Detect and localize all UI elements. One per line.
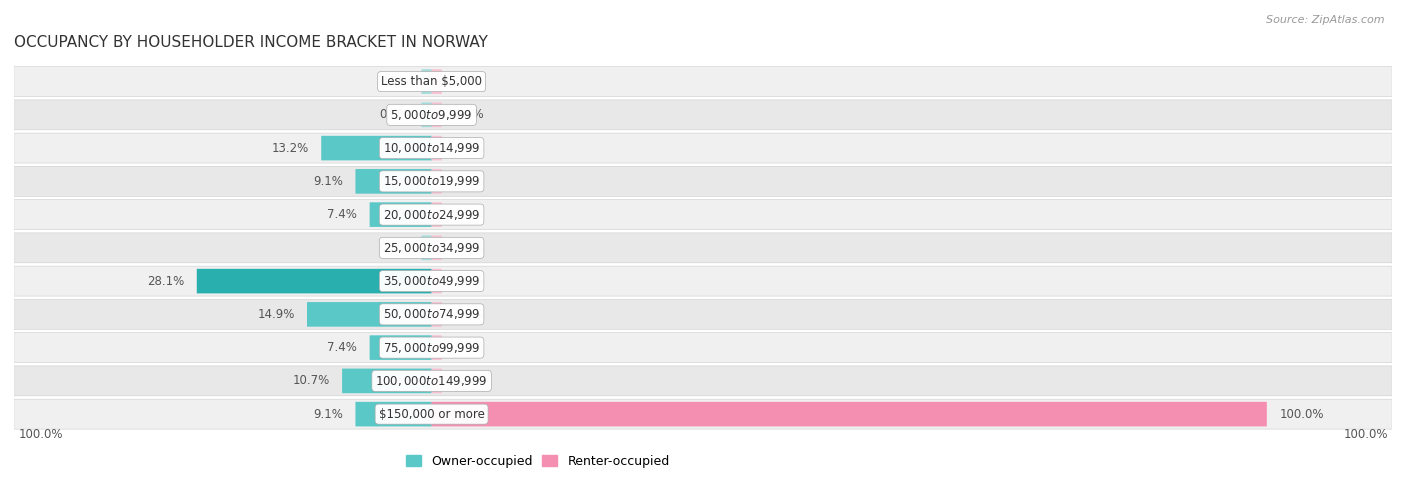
Text: 0.0%: 0.0% [380,242,409,254]
Text: 0.0%: 0.0% [454,141,484,155]
Text: $25,000 to $34,999: $25,000 to $34,999 [382,241,481,255]
FancyBboxPatch shape [14,67,1392,97]
Text: 7.4%: 7.4% [328,341,357,354]
FancyBboxPatch shape [342,368,432,393]
Text: 0.0%: 0.0% [454,75,484,88]
FancyBboxPatch shape [432,236,441,260]
FancyBboxPatch shape [432,368,441,393]
Text: $75,000 to $99,999: $75,000 to $99,999 [382,341,481,355]
Text: 0.0%: 0.0% [454,242,484,254]
FancyBboxPatch shape [14,133,1392,163]
Text: 7.4%: 7.4% [328,208,357,221]
Text: 14.9%: 14.9% [257,308,295,321]
FancyBboxPatch shape [432,335,441,360]
FancyBboxPatch shape [432,269,441,294]
Text: $100,000 to $149,999: $100,000 to $149,999 [375,374,488,388]
FancyBboxPatch shape [14,266,1392,296]
Text: $35,000 to $49,999: $35,000 to $49,999 [382,274,481,288]
FancyBboxPatch shape [321,136,432,160]
Text: 9.1%: 9.1% [314,175,343,188]
Text: 10.7%: 10.7% [292,374,330,387]
Text: $15,000 to $19,999: $15,000 to $19,999 [382,174,481,189]
Text: $50,000 to $74,999: $50,000 to $74,999 [382,307,481,321]
Text: 100.0%: 100.0% [1343,428,1388,441]
Text: 0.0%: 0.0% [454,374,484,387]
FancyBboxPatch shape [14,166,1392,196]
Text: 0.0%: 0.0% [454,175,484,188]
FancyBboxPatch shape [432,136,441,160]
FancyBboxPatch shape [14,332,1392,363]
Text: OCCUPANCY BY HOUSEHOLDER INCOME BRACKET IN NORWAY: OCCUPANCY BY HOUSEHOLDER INCOME BRACKET … [14,35,488,50]
FancyBboxPatch shape [14,299,1392,330]
Text: 100.0%: 100.0% [1279,408,1323,420]
FancyBboxPatch shape [432,302,441,327]
Text: 0.0%: 0.0% [454,275,484,288]
Text: 13.2%: 13.2% [271,141,309,155]
FancyBboxPatch shape [14,399,1392,429]
Text: $10,000 to $14,999: $10,000 to $14,999 [382,141,481,155]
FancyBboxPatch shape [14,100,1392,130]
Text: 9.1%: 9.1% [314,408,343,420]
FancyBboxPatch shape [422,236,432,260]
Text: 0.0%: 0.0% [380,75,409,88]
FancyBboxPatch shape [14,200,1392,229]
FancyBboxPatch shape [356,402,432,426]
FancyBboxPatch shape [14,233,1392,263]
Text: Less than $5,000: Less than $5,000 [381,75,482,88]
Text: 28.1%: 28.1% [148,275,184,288]
FancyBboxPatch shape [432,402,1267,426]
FancyBboxPatch shape [356,169,432,193]
FancyBboxPatch shape [432,169,441,193]
FancyBboxPatch shape [432,202,441,227]
Text: 0.0%: 0.0% [454,308,484,321]
Text: 0.0%: 0.0% [454,208,484,221]
Text: $20,000 to $24,999: $20,000 to $24,999 [382,208,481,222]
FancyBboxPatch shape [432,69,441,94]
Legend: Owner-occupied, Renter-occupied: Owner-occupied, Renter-occupied [401,450,675,473]
Text: $150,000 or more: $150,000 or more [378,408,485,420]
FancyBboxPatch shape [370,335,432,360]
FancyBboxPatch shape [307,302,432,327]
Text: 100.0%: 100.0% [18,428,63,441]
Text: 0.0%: 0.0% [454,341,484,354]
Text: 0.0%: 0.0% [454,108,484,122]
FancyBboxPatch shape [422,103,432,127]
FancyBboxPatch shape [432,103,441,127]
Text: $5,000 to $9,999: $5,000 to $9,999 [391,108,472,122]
FancyBboxPatch shape [370,202,432,227]
FancyBboxPatch shape [422,69,432,94]
FancyBboxPatch shape [197,269,432,294]
FancyBboxPatch shape [14,366,1392,396]
Text: Source: ZipAtlas.com: Source: ZipAtlas.com [1267,15,1385,25]
Text: 0.0%: 0.0% [380,108,409,122]
